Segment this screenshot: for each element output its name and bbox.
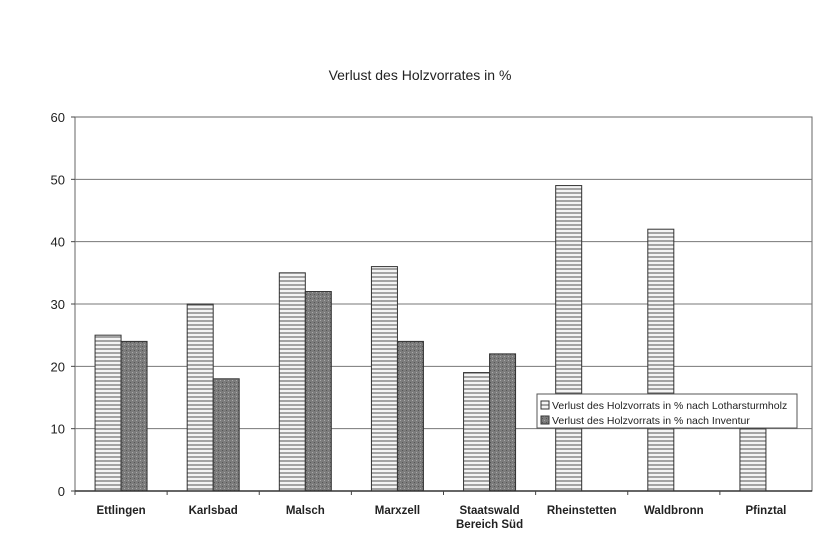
x-tick-label: Rheinstetten: [547, 505, 617, 517]
chart-title: Verlust des Holzvorrates in %: [329, 67, 512, 83]
y-tick-label: 20: [51, 359, 65, 374]
y-tick-label: 60: [51, 110, 65, 125]
legend-label: Verlust des Holzvorrats in % nach Invent…: [552, 415, 750, 427]
legend-swatch: [540, 415, 550, 425]
x-tick-label: Bereich Süd: [456, 519, 523, 531]
y-tick-label: 10: [51, 422, 65, 437]
bar-inventur: [489, 353, 517, 492]
x-tick-label: Ettlingen: [96, 505, 145, 517]
bar-lotharsturmholz: [555, 185, 583, 492]
x-tick-label: Karlsbad: [189, 505, 238, 517]
legend-swatch: [540, 400, 550, 410]
x-tick-label: Waldbronn: [644, 505, 704, 517]
y-tick-label: 50: [51, 172, 65, 187]
bar-inventur: [120, 340, 148, 492]
bar-lotharsturmholz: [463, 372, 491, 492]
bar-lotharsturmholz: [278, 272, 306, 492]
bar-lotharsturmholz: [370, 266, 398, 492]
legend: Verlust des Holzvorrats in % nach Lothar…: [536, 393, 798, 429]
x-tick-label: Staatswald: [460, 505, 520, 517]
y-tick-label: 30: [51, 297, 65, 312]
x-tick-label: Pfinztal: [745, 505, 786, 517]
bar-lotharsturmholz: [94, 334, 122, 492]
bar-lotharsturmholz: [739, 428, 767, 492]
bar-lotharsturmholz: [186, 303, 214, 492]
legend-box: [536, 393, 798, 429]
bar-inventur: [212, 378, 240, 492]
legend-label: Verlust des Holzvorrats in % nach Lothar…: [552, 400, 787, 412]
bar-inventur: [304, 291, 332, 492]
x-tick-label: Marxzell: [375, 505, 420, 517]
bar-lotharsturmholz: [647, 228, 675, 492]
x-tick-label: Malsch: [286, 505, 325, 517]
bar-inventur: [396, 340, 424, 492]
y-tick-label: 0: [58, 484, 65, 499]
y-tick-label: 40: [51, 235, 65, 250]
